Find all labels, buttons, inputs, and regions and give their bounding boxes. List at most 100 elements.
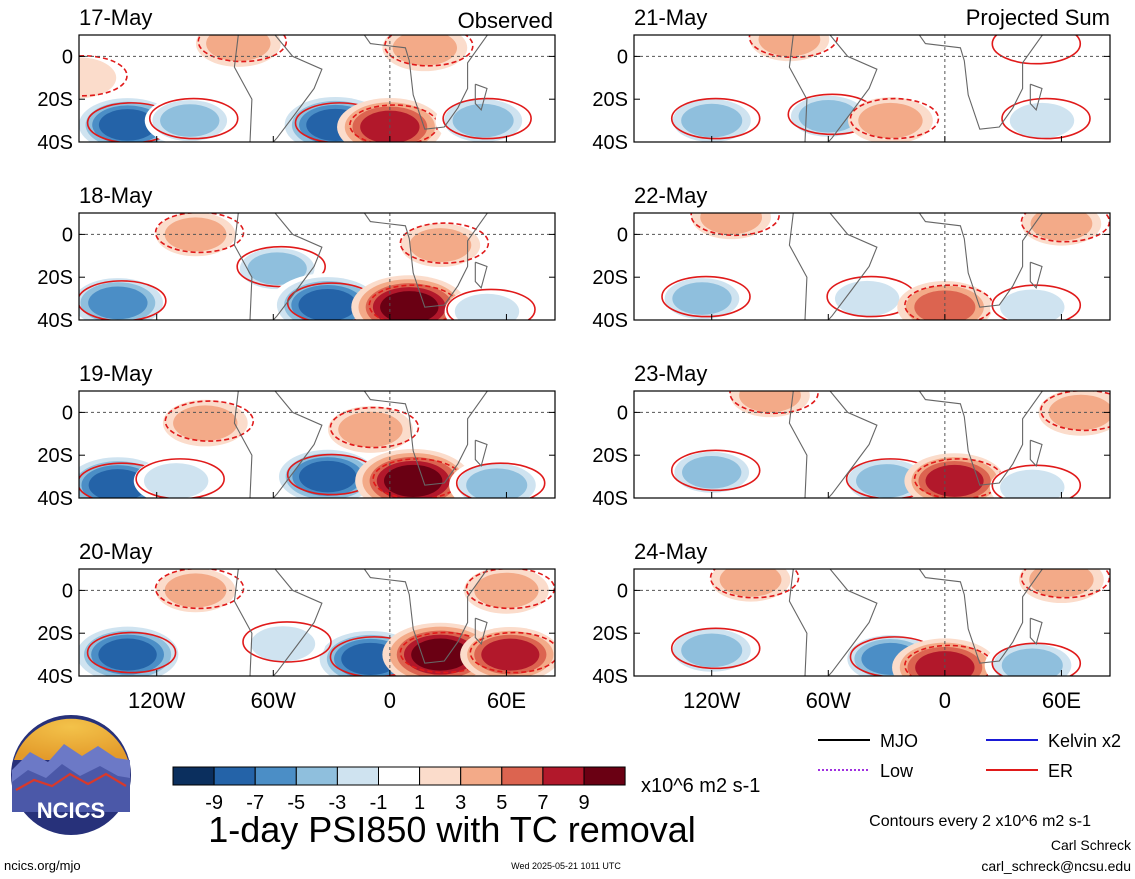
- anomaly-center: [232, 243, 323, 294]
- lat-label: 20S: [37, 623, 73, 645]
- lat-label: 20S: [592, 445, 628, 467]
- er-contour: [1040, 391, 1110, 432]
- anomaly-contour: [739, 391, 801, 413]
- coastline: [233, 391, 323, 498]
- anomaly-contour: [380, 291, 439, 320]
- anomaly-center: [1021, 213, 1102, 246]
- coastline: [1029, 617, 1043, 646]
- anomaly-contour: [1000, 289, 1065, 320]
- er-contour: [154, 213, 245, 254]
- lat-label: 40S: [37, 666, 73, 688]
- anomaly-center: [848, 97, 933, 142]
- colorbar-swatch: [336, 766, 379, 786]
- anomaly-center: [355, 448, 472, 498]
- lat-label: 40S: [592, 310, 628, 332]
- panel-date: 22-May: [634, 183, 707, 208]
- coastline: [788, 391, 878, 498]
- author-name: Carl Schreck: [1051, 837, 1132, 853]
- colorbar-swatch: [378, 766, 421, 786]
- anomaly-center: [400, 223, 481, 267]
- lat-label: 40S: [592, 666, 628, 688]
- anomaly-center: [657, 273, 747, 320]
- colorbar-label: -9: [205, 792, 223, 814]
- lat-label: 0: [617, 402, 628, 424]
- source-link[interactable]: ncics.org/mjo: [4, 858, 81, 873]
- anomaly-center: [999, 97, 1085, 142]
- anomaly-contour: [858, 102, 923, 139]
- anomaly-contour: [700, 213, 763, 235]
- er-contour: [849, 97, 940, 140]
- anomaly-contour: [1000, 469, 1065, 498]
- er-contour: [164, 400, 255, 442]
- anomaly-contour: [672, 282, 732, 315]
- coastline: [1029, 83, 1043, 112]
- coastline: [788, 35, 878, 142]
- anomaly-contour: [247, 252, 307, 285]
- anomaly-contour: [173, 405, 238, 441]
- anomaly-contour: [88, 469, 148, 498]
- map-panel: 20-May 0 20S 40S 120W 60W 0 60E: [37, 539, 556, 713]
- coastlines: [233, 391, 489, 498]
- panel-date: 18-May: [79, 183, 152, 208]
- map-panel: 22-May 0 20S 40S: [592, 183, 1111, 332]
- panel-frame: [633, 34, 1111, 143]
- anomaly-center: [240, 620, 326, 668]
- panel-frame: [78, 212, 556, 321]
- anomaly-contour: [454, 293, 520, 320]
- lat-label: 0: [62, 580, 73, 602]
- colorbar: -9 -7 -5 -3 -1 1 3 5 7 9: [172, 766, 626, 814]
- coastline: [233, 213, 323, 320]
- lat-label: 0: [62, 46, 73, 68]
- colorbar-label: 9: [578, 792, 589, 814]
- anomaly-center: [1019, 569, 1104, 604]
- panel-date: 24-May: [634, 539, 707, 564]
- er-contour: [399, 222, 490, 264]
- lat-label: 0: [62, 402, 73, 424]
- panel-frame: [78, 34, 556, 143]
- lat-label: 20S: [592, 623, 628, 645]
- er-contour: [455, 462, 546, 498]
- er-contour: [86, 631, 177, 674]
- coastline: [474, 439, 488, 468]
- anomaly-center: [710, 569, 791, 602]
- anomaly-center: [449, 458, 545, 498]
- anomaly-center: [897, 280, 993, 320]
- panel-date: 21-May: [634, 5, 707, 30]
- colorbar-swatch: [542, 766, 585, 786]
- coastline: [788, 213, 878, 320]
- coastline: [788, 569, 878, 676]
- coastline: [474, 617, 488, 646]
- anomaly-center: [144, 95, 235, 142]
- lon-label: 120W: [683, 688, 741, 713]
- er-contour: [991, 284, 1082, 320]
- anomaly-center: [351, 275, 468, 320]
- coastlines: [233, 35, 489, 142]
- anomaly-contour: [452, 103, 514, 138]
- psi-field: [79, 35, 532, 142]
- lat-label: 20S: [37, 445, 73, 467]
- lat-label: 40S: [37, 488, 73, 510]
- anomaly-contour: [98, 638, 157, 671]
- panel-date: 20-May: [79, 539, 152, 564]
- map-panel: 19-May 0 20S 40S: [37, 361, 556, 510]
- lon-label: 120W: [128, 688, 186, 713]
- coastlines: [788, 35, 1044, 142]
- anomaly-contour: [143, 463, 209, 498]
- legend-label: MJO: [880, 731, 918, 751]
- map-panel: 23-May 0 20S 40S: [592, 361, 1111, 510]
- anomaly-center: [666, 447, 757, 498]
- coastlines: [233, 213, 489, 320]
- er-contour: [729, 391, 819, 415]
- er-contour: [79, 55, 128, 97]
- er-contour: [135, 458, 225, 498]
- anomaly-contour: [758, 35, 821, 57]
- psi-field: [79, 399, 546, 498]
- panel-grid: 17-May020S40S18-May020S40S19-May020S40S2…: [37, 5, 1111, 713]
- colorbar-swatch: [501, 766, 544, 786]
- anomaly-contour: [682, 456, 742, 489]
- er-contour: [748, 35, 839, 59]
- anomaly-contour: [298, 288, 357, 320]
- colorbar-swatch: [419, 766, 462, 786]
- er-contour: [661, 275, 751, 318]
